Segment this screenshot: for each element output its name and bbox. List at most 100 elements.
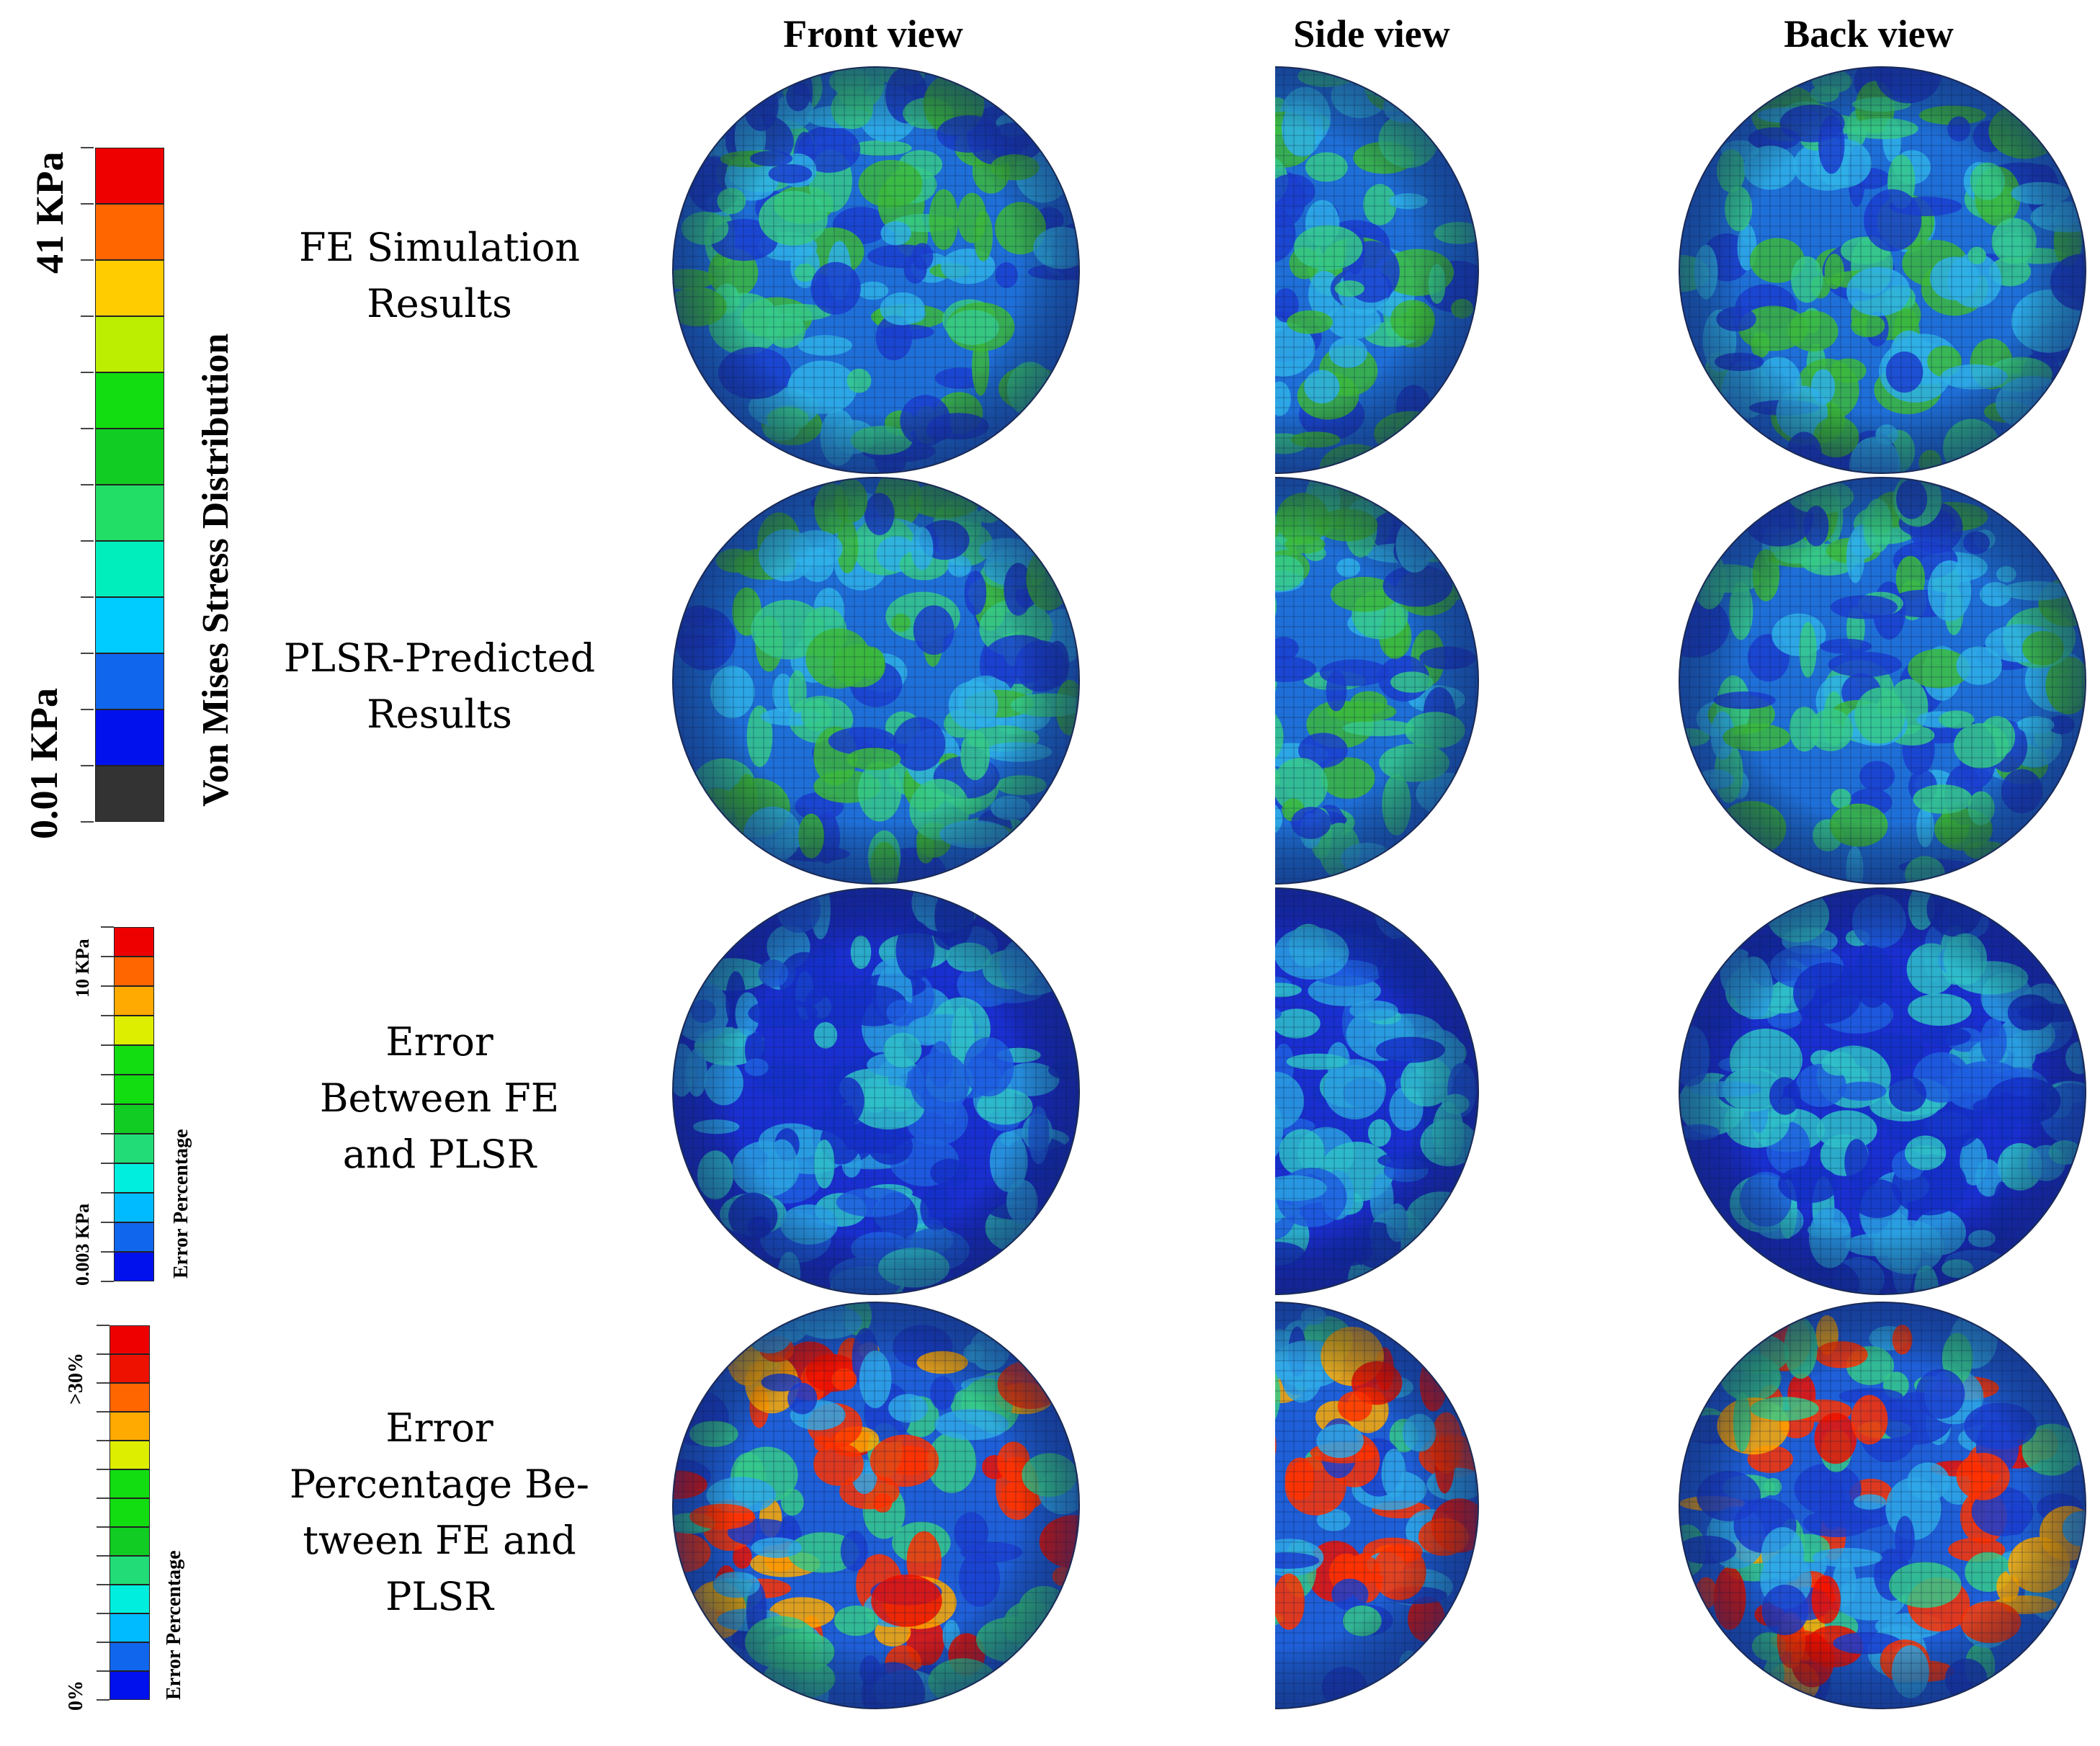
row-label-line: Results [367,281,512,326]
sphere-side-error [1275,887,1479,1295]
row-label-line: FE Simulation [298,225,581,270]
colorbar-tick [97,1699,110,1701]
colorbar-tick [81,596,94,598]
colorbar-tick [101,1281,114,1282]
colorbar-tick [81,203,94,205]
colorbar-tick [97,1613,110,1614]
sphere-side-plsr [1275,477,1479,885]
colorbar-tick [101,1133,114,1134]
colorbar-swatch [110,1412,150,1441]
percent-colorbar [110,1325,150,1700]
header-side-view: Side view [1293,12,1450,55]
sphere-back-fe [1679,66,2086,474]
colorbar-tick [101,926,114,928]
colorbar-swatch [110,1469,150,1498]
row-label-fe: FE Simulation Results [259,220,620,332]
colorbar-tick [101,1163,114,1164]
colorbar-tick [81,147,94,148]
colorbar-tick [97,1440,110,1441]
colorbar-swatch [110,1671,150,1700]
colorbar-tick [97,1469,110,1470]
colorbar-swatch [95,204,164,260]
colorbar-tick [81,821,94,823]
colorbar-swatch [110,1613,150,1642]
colorbar-swatch [95,372,164,429]
colorbar-swatch [95,541,164,597]
von-mises-min-label: 0.01 KPa [22,688,66,839]
colorbar-swatch [95,653,164,709]
sphere-back-percent [1679,1302,2086,1709]
colorbar-tick [81,259,94,261]
colorbar-swatch [110,1383,150,1412]
colorbar-tick [97,1382,110,1384]
row-label-line: Error [385,1405,493,1451]
colorbar-swatch [114,1134,154,1163]
row-label-percent: Error Percentage Be- tween FE and PLSR [259,1400,620,1625]
row-label-line: Error [385,1019,493,1065]
error-max-label: 10 KPa [72,939,93,998]
colorbar-swatch [114,1222,154,1252]
error-title: Error Percentage [170,1129,192,1279]
colorbar-tick [97,1642,110,1643]
row-label-plsr: PLSR-Predicted Results [259,630,620,743]
row-label-line: PLSR [385,1574,493,1619]
sphere-back-error [1679,887,2086,1295]
von-mises-title: Von Mises Stress Distribution [195,333,236,807]
colorbar-swatch [95,260,164,316]
colorbar-swatch [110,1556,150,1585]
row-label-line: Percentage Be- [289,1461,590,1507]
colorbar-tick [101,1192,114,1194]
sphere-front-error [672,887,1080,1295]
colorbar-swatch [110,1642,150,1671]
colorbar-tick [97,1497,110,1499]
von-mises-max-label: 41 KPa [28,151,71,274]
colorbar-swatch [110,1498,150,1527]
colorbar-tick [101,1015,114,1016]
colorbar-swatch [95,429,164,485]
colorbar-swatch [114,1075,154,1104]
colorbar-tick [81,540,94,542]
row-label-line: tween FE and [303,1518,576,1563]
colorbar-swatch [110,1585,150,1613]
colorbar-swatch [114,1252,154,1281]
colorbar-tick [81,428,94,429]
colorbar-tick [101,985,114,987]
colorbar-tick [81,653,94,654]
colorbar-swatch [95,316,164,372]
colorbar-swatch [110,1325,150,1354]
percent-max-label: >30% [65,1353,87,1405]
colorbar-tick [101,1251,114,1253]
row-label-line: PLSR-Predicted [283,635,596,681]
colorbar-tick [97,1353,110,1355]
colorbar-tick [97,1325,110,1326]
row-label-line: Between FE [319,1075,560,1121]
colorbar-tick [97,1411,110,1413]
colorbar-swatch [114,1104,154,1134]
colorbar-swatch [95,485,164,541]
colorbar-tick [97,1526,110,1528]
colorbar-swatch [95,148,164,204]
colorbar-tick [81,709,94,710]
row-label-line: and PLSR [342,1132,537,1177]
sphere-side-percent [1275,1302,1479,1709]
row-label-line: Results [367,691,512,737]
colorbar-tick [81,765,94,766]
colorbar-tick [101,956,114,957]
sphere-front-fe [672,66,1080,474]
colorbar-swatch [110,1441,150,1469]
header-front-view: Front view [783,12,963,55]
percent-min-label: 0% [65,1680,87,1711]
colorbar-swatch [110,1354,150,1383]
colorbar-tick [81,484,94,485]
colorbar-tick [101,1074,114,1075]
sphere-front-percent [672,1302,1080,1709]
colorbar-swatch [114,986,154,1016]
von-mises-colorbar [95,148,164,822]
sphere-back-plsr [1679,477,2086,885]
colorbar-tick [101,1222,114,1223]
colorbar-swatch [95,597,164,653]
colorbar-swatch [114,957,154,986]
colorbar-swatch [95,709,164,766]
colorbar-tick [81,315,94,317]
colorbar-swatch [114,1163,154,1193]
